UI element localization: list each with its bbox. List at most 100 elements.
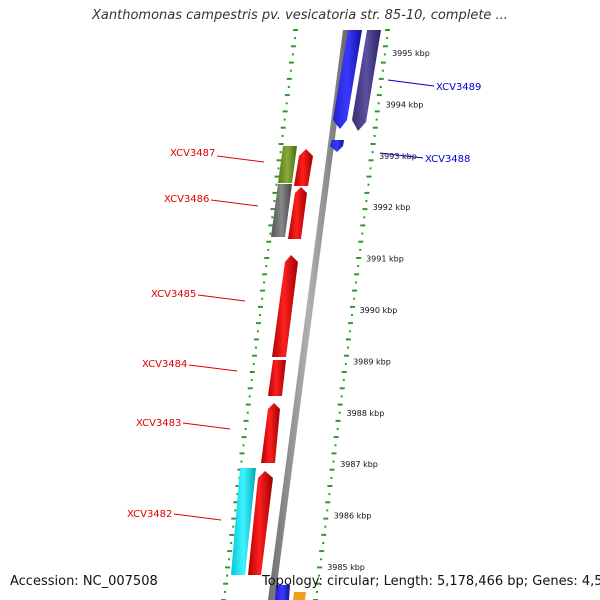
scale-label: 3988 kbp	[347, 409, 385, 418]
accession-label: Accession: NC_007508	[10, 574, 158, 589]
ruler-right-tick	[355, 281, 358, 284]
ruler-right-tick	[348, 330, 351, 333]
ruler-right-tick	[316, 590, 318, 593]
leader-xcv3487	[216, 155, 265, 163]
ruler-right-tick	[365, 200, 368, 202]
leader-xcv3489	[387, 79, 435, 87]
gene-glyph-xcv3486[interactable]	[271, 184, 292, 237]
gene-glyph-xcv3486-red[interactable]	[288, 187, 307, 239]
ruler-left-tick	[259, 314, 261, 316]
ruler-right-tick	[331, 452, 337, 455]
ruler-right-tick	[319, 550, 325, 553]
ruler-right-tick	[338, 411, 341, 414]
ruler-right-tick	[335, 419, 341, 422]
leader-xcv3482	[173, 513, 222, 521]
ruler-right-tick	[315, 582, 321, 585]
ruler-right-tick	[385, 29, 390, 31]
label-xcv3483[interactable]: XCV3483	[136, 418, 181, 429]
ruler-left-tick	[271, 216, 274, 219]
ruler-left-tick	[229, 533, 235, 536]
ruler-left-tick	[260, 289, 266, 292]
scale-label: 3994 kbp	[386, 100, 424, 109]
ruler-left-tick	[256, 322, 261, 325]
ruler-right-tick	[334, 444, 337, 447]
gene-glyph-xcv3483[interactable]	[261, 403, 280, 463]
ruler-left-tick	[244, 428, 247, 430]
scale-label: 3985 kbp	[327, 563, 365, 572]
ruler-left-tick	[277, 167, 280, 170]
gene-glyph-xcv3484[interactable]	[268, 360, 286, 396]
scale-label: 3993 kbp	[379, 152, 417, 161]
ruler-left-tick	[253, 338, 259, 341]
leader-xcv3488	[379, 152, 424, 159]
ruler-right-tick	[356, 257, 362, 259]
ruler-right-tick	[336, 428, 339, 430]
gene-glyph-xcv3482[interactable]	[248, 471, 273, 575]
label-xcv3488[interactable]: XCV3488	[425, 154, 470, 165]
label-xcv3482[interactable]: XCV3482	[127, 509, 172, 520]
ruler-right-tick	[327, 485, 333, 487]
label-xcv3487[interactable]: XCV3487	[170, 148, 215, 159]
ruler-track-left	[221, 29, 298, 600]
ruler-left-tick	[228, 558, 231, 561]
ruler-right-tick	[366, 175, 372, 178]
ruler-right-tick	[360, 224, 366, 227]
ruler-right-tick	[382, 45, 388, 48]
scale-labels: 3995 kbp 3994 kbp 3993 kbp 3992 kbp 3991 kbp…	[327, 49, 430, 572]
gene-glyph-bottom-orange[interactable]	[293, 592, 306, 600]
ruler-right-tick	[357, 265, 360, 268]
ruler-right-tick	[339, 387, 345, 390]
ruler-right-tick	[321, 533, 327, 536]
ruler-right-tick	[352, 289, 358, 292]
ruler-left-tick	[293, 29, 298, 31]
scale-label: 3991 kbp	[366, 255, 404, 264]
ruler-left-tick	[272, 191, 278, 194]
ruler-left-tick	[276, 159, 282, 162]
leader-xcv3484	[188, 364, 238, 372]
ruler-left-tick	[254, 346, 257, 349]
ruler-left-tick	[266, 240, 272, 243]
label-xcv3484[interactable]: XCV3484	[142, 359, 187, 370]
ruler-right-tick	[363, 216, 366, 219]
gene-glyph-xcv3488[interactable]	[330, 140, 344, 152]
ruler-right-tick	[364, 191, 370, 194]
gene-glyph-xcv3489[interactable]	[333, 30, 362, 129]
ruler-left-tick	[232, 525, 235, 528]
gene-glyph-xcv3487-red[interactable]	[294, 149, 313, 186]
ruler-right-tick	[372, 126, 378, 129]
ruler-right-tick	[320, 558, 323, 561]
ruler-left-tick	[225, 566, 231, 569]
ruler-left-tick	[283, 118, 286, 121]
gene-glyph-xcv3482-cyan[interactable]	[231, 468, 256, 575]
ruler-left-tick	[291, 53, 294, 56]
ruler-right-tick	[361, 232, 364, 235]
ruler-right-tick	[351, 314, 353, 316]
scale-label: 3987 kbp	[340, 460, 378, 469]
scale-label: 3990 kbp	[360, 306, 398, 315]
ruler-right-tick	[374, 110, 380, 113]
ruler-right-tick	[328, 493, 331, 496]
ruler-left-tick	[262, 273, 268, 276]
ruler-left-tick	[247, 387, 253, 390]
ruler-right-tick	[341, 371, 347, 373]
ruler-right-tick	[376, 94, 382, 97]
ruler-left-tick	[264, 257, 270, 259]
ruler-left-tick	[243, 419, 249, 422]
ruler-left-tick	[281, 134, 284, 137]
ruler-left-tick	[267, 248, 270, 251]
gene-labels: XCV3489 XCV3488 XCV3487 XCV3486 XCV3485 …	[127, 79, 481, 521]
gene-glyph-xcv3485[interactable]	[272, 255, 298, 357]
scale-label: 3995 kbp	[392, 49, 430, 58]
ruler-right-tick	[317, 566, 323, 569]
ruler-right-tick	[353, 297, 356, 300]
map-title: Xanthomonas campestris pv. vesicatoria s…	[92, 8, 508, 23]
label-xcv3485[interactable]: XCV3485	[151, 289, 196, 300]
ruler-right-tick	[358, 240, 364, 243]
label-xcv3489[interactable]: XCV3489	[436, 82, 481, 93]
ruler-left-tick	[223, 582, 229, 585]
gene-glyph-bottom-blue[interactable]	[275, 585, 290, 600]
label-xcv3486[interactable]: XCV3486	[164, 194, 209, 205]
ruler-left-tick	[280, 126, 286, 129]
gene-glyph-xcv3489-b[interactable]	[352, 30, 381, 131]
gene-glyph-xcv3487[interactable]	[278, 146, 297, 183]
